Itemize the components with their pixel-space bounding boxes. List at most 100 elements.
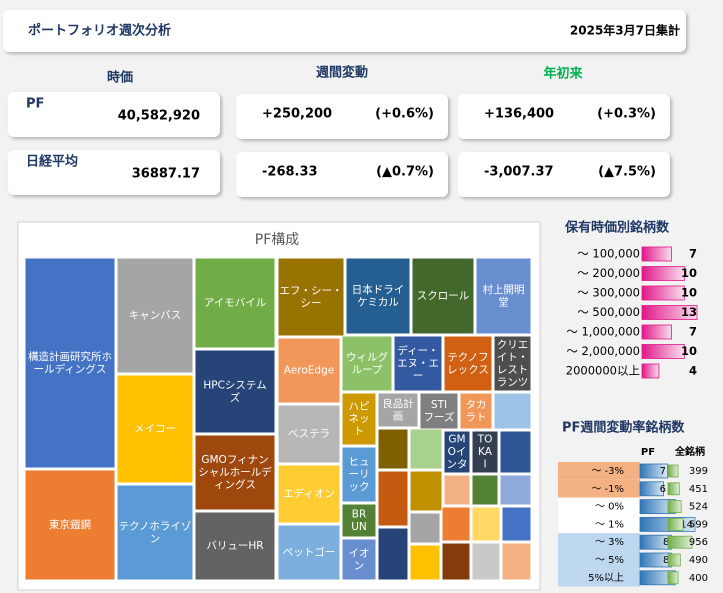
- tile-label: クリエイト・レストランツ: [497, 339, 529, 389]
- value-box: [236, 94, 448, 139]
- tile-label: 東京鐵鋼: [49, 518, 91, 531]
- all-value: 524: [689, 502, 708, 513]
- tile-label: バリューHR: [206, 540, 263, 552]
- pf-value: 7: [660, 466, 666, 477]
- tile-label: HPCシステムズ: [203, 379, 266, 404]
- row-bg: [558, 533, 640, 551]
- tile-label: 良品計画: [382, 397, 414, 423]
- tile-label: TO KA I: [477, 434, 493, 471]
- category-label: ～ 0%: [595, 502, 624, 513]
- all-value: 956: [689, 537, 708, 548]
- value-box: [458, 94, 670, 139]
- tile-label: スクロール: [417, 290, 470, 302]
- treemap-title: PF構成: [255, 232, 300, 248]
- row-bg: [558, 497, 640, 516]
- treemap-tile: [411, 257, 475, 335]
- category-label: ～ 300,000: [577, 286, 640, 300]
- category-label: ～ 1,000,000: [566, 325, 640, 339]
- treemap-tile: [377, 470, 409, 527]
- row-label: PF: [26, 97, 44, 112]
- all-bar: [667, 535, 693, 549]
- row-bg: [558, 462, 640, 480]
- treemap-tile: [345, 257, 411, 335]
- row-bg: [558, 515, 640, 534]
- all-bar: [667, 500, 682, 514]
- treemap-tile: [341, 446, 377, 503]
- treemap-tile: [499, 430, 532, 474]
- treemap-tile: [409, 470, 443, 512]
- bar: [641, 246, 673, 262]
- value-label: 13: [681, 305, 697, 319]
- pf-value: 14: [680, 519, 693, 530]
- tile-label: エフ・シー・シー: [280, 285, 343, 310]
- tile-label: STI フーズ: [424, 399, 455, 424]
- tile-label: ディー・エヌ・エー: [397, 344, 439, 382]
- row-bg: [558, 568, 640, 587]
- side-charts: 保有時価別銘柄数 ～ 100,000 7 ～ 200,000 10 ～ 300,000 10…: [558, 220, 708, 587]
- treemap-tile: [471, 474, 499, 506]
- treemap-tile: [441, 542, 471, 581]
- tile-label: 日本ドライケミカル: [352, 283, 405, 309]
- tile-label: エディオン: [283, 487, 335, 500]
- treemap-tile: [393, 335, 443, 392]
- tile-label: ヒューリック: [349, 456, 370, 493]
- tile-label: AeroEdge: [284, 365, 334, 377]
- all-bar: [667, 464, 679, 478]
- treemap-tile: [443, 474, 471, 506]
- ytd-pct: (+0.3%): [597, 107, 656, 122]
- week-change: +250,200: [262, 107, 332, 122]
- week-pct: (+0.6%): [375, 107, 434, 122]
- treemap-tile: [116, 484, 194, 581]
- tile-label: キャンバス: [129, 310, 182, 322]
- tile-label: テクノフレックス: [447, 351, 489, 376]
- label-box: [8, 92, 220, 137]
- value-box: [236, 152, 448, 197]
- bar: [641, 305, 698, 320]
- treemap-tile: [501, 542, 532, 581]
- treemap-tile: [194, 434, 276, 511]
- bar: [641, 344, 685, 359]
- chart-title: 保有時価別銘柄数: [564, 220, 670, 236]
- treemap-tile: [409, 544, 441, 581]
- all-value: 599: [689, 519, 708, 530]
- tile-label: テクノホライゾン: [119, 520, 192, 545]
- treemap-tile: [116, 257, 194, 374]
- ytd-pct: (▲7.5%): [598, 165, 656, 180]
- tile-label: 村上開明堂: [483, 283, 525, 309]
- category-label: ～ 5%: [595, 555, 624, 566]
- tile-label: ペットゴー: [283, 546, 336, 559]
- category-label: 5%以上: [588, 572, 624, 584]
- treemap-tile: [443, 335, 493, 392]
- col-header: 時価: [107, 70, 133, 86]
- all-value: 400: [689, 573, 708, 584]
- treemap-tile: [277, 404, 341, 464]
- treemap-tile: [24, 257, 116, 469]
- treemap-tile: [194, 349, 276, 434]
- market-value: 40,582,920: [118, 109, 200, 124]
- bar: [641, 285, 685, 301]
- all-bar: [667, 518, 684, 531]
- chart-title: PF週間変動率銘柄数: [562, 420, 685, 436]
- value-box: [458, 152, 670, 197]
- treemap-tile: [459, 392, 493, 430]
- all-bar: [667, 553, 681, 567]
- column-header: 全銘柄: [674, 445, 705, 458]
- market-value: 36887.17: [132, 167, 200, 182]
- pf-value: 6: [660, 484, 666, 495]
- tile-label: ハピネット: [349, 401, 370, 438]
- tile-label: ウィルグループ: [346, 350, 388, 376]
- treemap-tile: [471, 430, 499, 474]
- treemap-tile: [194, 257, 276, 349]
- tile-label: 構造計画研究所ホールディングス: [28, 350, 112, 376]
- title: ポートフォリオ週次分析: [28, 23, 171, 39]
- category-label: ～ -3%: [591, 466, 624, 477]
- all-value: 399: [689, 466, 708, 477]
- col-header: 年初来: [543, 66, 583, 82]
- category-label: 2000000以上: [566, 364, 640, 378]
- date: 2025年3月7日集計: [570, 23, 680, 38]
- value-label: 7: [689, 325, 697, 339]
- value-label: 4: [689, 364, 697, 378]
- treemap-tile: [341, 538, 377, 581]
